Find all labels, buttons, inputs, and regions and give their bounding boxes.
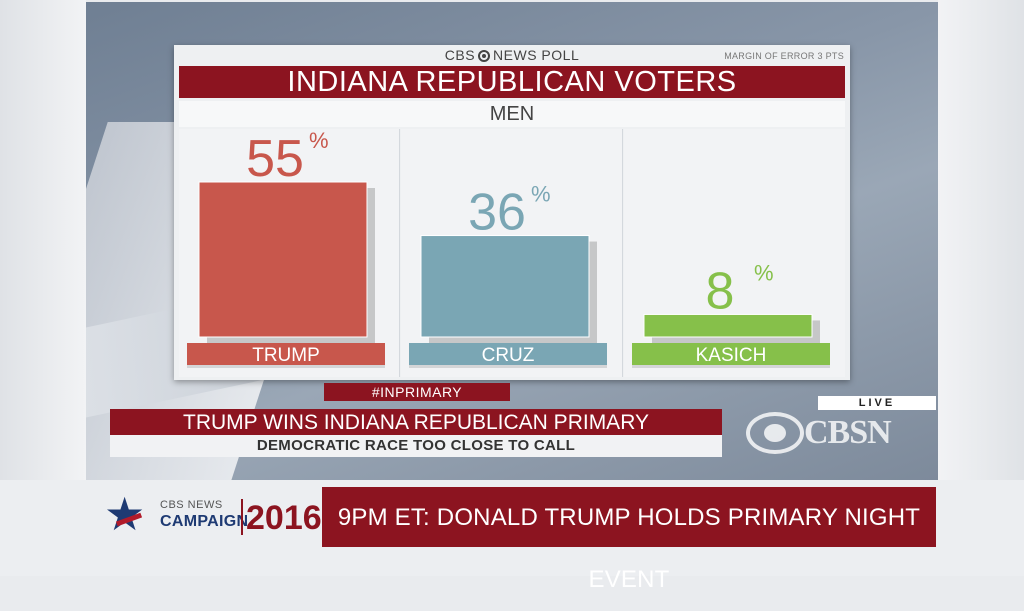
category-strip-shadow xyxy=(632,365,830,368)
value-label-trump: 55 xyxy=(246,130,304,188)
logo-separator xyxy=(241,499,243,535)
category-label-trump: TRUMP xyxy=(252,345,320,366)
logo-cbs-news: CBS NEWS xyxy=(160,499,223,511)
panel-divider xyxy=(622,129,623,377)
logo-campaign: CAMPAIGN xyxy=(160,513,249,530)
cbs-eye-icon xyxy=(746,412,804,454)
brand-news-poll: NEWS POLL xyxy=(493,47,580,63)
cbsn-logo: CBSN xyxy=(746,408,916,460)
category-label-cruz: CRUZ xyxy=(482,345,535,366)
panel-divider xyxy=(399,129,400,377)
bar-trump xyxy=(198,181,368,338)
cbs-eye-icon xyxy=(478,50,491,62)
campaign-logo: ★ CBS NEWS CAMPAIGN 2016 xyxy=(86,487,322,547)
bar-chart: 55 % TRUMP 36 % CRUZ 8 % KASICH xyxy=(187,128,830,368)
headline: TRUMP WINS INDIANA REPUBLICAN PRIMARY xyxy=(110,409,722,435)
ticker-message: 9PM ET: DONALD TRUMP HOLDS PRIMARY NIGHT… xyxy=(322,487,936,593)
category-strip xyxy=(409,343,607,365)
hashtag: #INPRIMARY xyxy=(324,383,510,401)
poll-subtitle: MEN xyxy=(179,101,845,127)
percent-sign: % xyxy=(531,182,551,207)
logo-year: 2016 xyxy=(246,499,322,537)
right-background xyxy=(938,0,1024,480)
poll-brand: CBS NEWS POLL xyxy=(174,47,850,63)
bar-cruz xyxy=(420,235,590,338)
subheadline: DEMOCRATIC RACE TOO CLOSE TO CALL xyxy=(110,435,722,457)
poll-title: INDIANA REPUBLICAN VOTERS xyxy=(179,66,845,98)
percent-sign: % xyxy=(309,128,329,153)
poll-card: CBS NEWS POLL MARGIN OF ERROR 3 PTS INDIA… xyxy=(174,45,850,380)
category-strip-shadow xyxy=(187,365,385,368)
brand-cbs: CBS xyxy=(444,47,476,63)
margin-of-error: MARGIN OF ERROR 3 PTS xyxy=(724,51,844,61)
cbsn-wordmark: CBSN xyxy=(804,414,892,451)
live-badge: LIVE xyxy=(818,396,936,410)
category-strip xyxy=(187,343,385,365)
bar-kasich xyxy=(643,313,813,338)
value-label-kasich: 8 xyxy=(706,262,735,320)
category-strip xyxy=(632,343,830,365)
value-label-cruz: 36 xyxy=(468,184,526,242)
category-strip-shadow xyxy=(409,365,607,368)
category-label-kasich: KASICH xyxy=(696,345,767,366)
left-background xyxy=(0,0,86,480)
percent-sign: % xyxy=(754,260,774,285)
